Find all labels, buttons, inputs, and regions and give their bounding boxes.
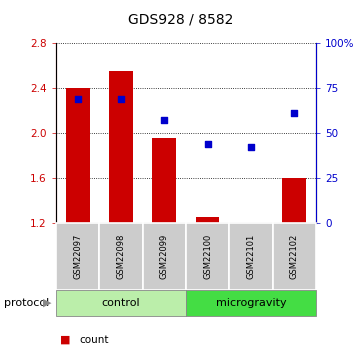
Bar	[56, 223, 99, 290]
Text: protocol: protocol	[4, 298, 49, 308]
Bar	[186, 290, 316, 316]
Bar	[186, 223, 229, 290]
Text: GSM22097: GSM22097	[73, 234, 82, 279]
Text: GSM22098: GSM22098	[117, 234, 125, 279]
Point	[291, 110, 297, 116]
Bar	[109, 71, 133, 223]
Bar	[282, 178, 306, 223]
Bar	[229, 223, 273, 290]
Text: GSM22102: GSM22102	[290, 234, 299, 279]
Bar	[56, 290, 186, 316]
Text: GDS928 / 8582: GDS928 / 8582	[128, 12, 233, 26]
Point	[248, 145, 254, 150]
Text: GSM22101: GSM22101	[247, 234, 255, 279]
Point	[75, 96, 81, 101]
Point	[205, 141, 210, 146]
Text: control: control	[102, 298, 140, 308]
Text: count: count	[79, 335, 109, 345]
Bar	[152, 138, 176, 223]
Text: GSM22100: GSM22100	[203, 234, 212, 279]
Text: ■: ■	[60, 335, 70, 345]
Bar	[143, 223, 186, 290]
Bar	[99, 223, 143, 290]
Bar	[196, 217, 219, 223]
Point	[161, 118, 167, 123]
Bar	[66, 88, 90, 223]
Text: ▶: ▶	[43, 298, 51, 308]
Text: GSM22099: GSM22099	[160, 234, 169, 279]
Text: microgravity: microgravity	[216, 298, 286, 308]
Point	[118, 96, 124, 101]
Bar	[273, 223, 316, 290]
